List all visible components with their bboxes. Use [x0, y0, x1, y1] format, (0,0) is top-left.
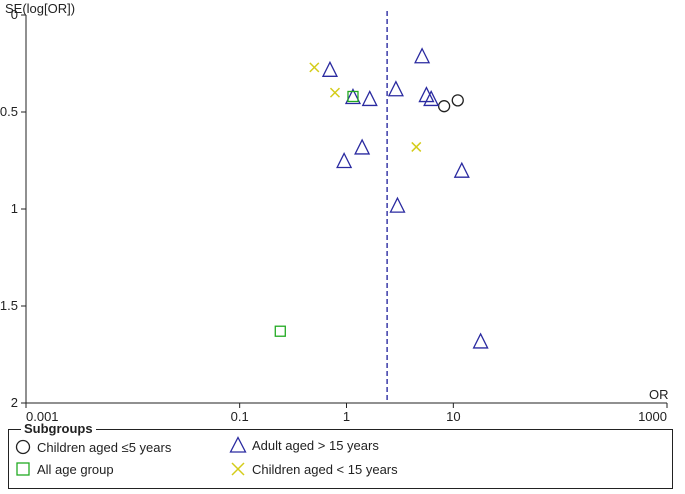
square-marker-icon — [16, 462, 30, 476]
legend-label: Children aged ≤5 years — [37, 439, 172, 455]
y-axis-title: SE(log[OR]) — [5, 1, 75, 16]
triangle-point — [354, 138, 371, 155]
triangle-point — [389, 196, 406, 213]
legend-label: All age group — [37, 461, 114, 477]
triangle-point — [472, 332, 489, 349]
y-tick-label: 2 — [11, 395, 18, 410]
triangle-marker-icon — [229, 436, 247, 453]
triangle-point — [321, 60, 339, 77]
square-point — [274, 325, 286, 337]
legend-item-adult-over-15: Adult aged > 15 years — [229, 436, 379, 454]
circle-point — [451, 94, 464, 107]
x-marker-icon — [231, 462, 245, 476]
triangle-point — [361, 89, 378, 107]
triangle-point — [387, 80, 404, 97]
y-tick-label: 1.5 — [0, 298, 18, 313]
circle-point — [437, 100, 451, 113]
legend-item-all-age-group: All age group — [14, 460, 114, 478]
legend-item-children-under-15: Children aged < 15 years — [229, 460, 398, 478]
y-tick-label: 0 — [11, 7, 18, 22]
legend-item-children-under-5: Children aged ≤5 years — [14, 438, 171, 456]
triangle-point — [453, 161, 470, 178]
legend-title: Subgroups — [21, 421, 96, 436]
triangle-point — [344, 88, 362, 105]
legend-label: Adult aged > 15 years — [252, 437, 379, 453]
circle-marker-icon — [15, 439, 31, 455]
square-point — [347, 90, 359, 103]
legend-label: Children aged < 15 years — [252, 461, 398, 477]
triangle-point — [414, 47, 431, 64]
x-tick-label: 10 — [446, 409, 460, 424]
x-point — [329, 87, 341, 98]
legend: Subgroups Children aged ≤5 years All age… — [8, 421, 673, 489]
funnel-plot: 0.001 0.1 1 10 1000 0 0.5 1 1.5 2 SE(log[OR]) OR — [0, 1, 669, 424]
x-tick-label: 1000 — [638, 409, 667, 424]
x-tick-label: 0.001 — [26, 409, 59, 424]
x-tick-label: 0.1 — [231, 409, 249, 424]
x-point — [309, 62, 320, 73]
triangle-point — [423, 89, 440, 107]
x-point — [411, 141, 422, 152]
triangle-point — [336, 152, 353, 169]
axes — [21, 14, 668, 408]
x-axis-title: OR — [649, 387, 669, 402]
data-points — [274, 47, 489, 349]
y-tick-label: 0.5 — [0, 104, 18, 119]
y-tick-label: 1 — [11, 201, 18, 216]
tick-labels: 0.001 0.1 1 10 1000 0 0.5 1 1.5 2 — [0, 7, 667, 424]
x-tick-label: 1 — [343, 409, 350, 424]
